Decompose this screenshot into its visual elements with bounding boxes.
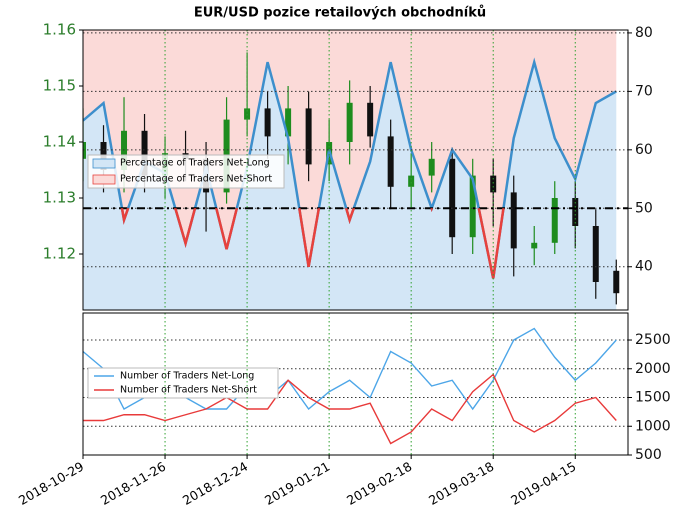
candle-body: [121, 130, 128, 170]
y-tick-label: 1.14: [43, 133, 76, 151]
net-long-area: [83, 62, 617, 310]
y-tick-label: 2500: [635, 332, 671, 348]
legend: [87, 367, 279, 399]
x-tick-label: 2019-02-18: [344, 459, 414, 508]
y2-tick-label: 80: [635, 25, 653, 41]
x-tick-label: 2019-03-18: [426, 459, 496, 508]
net-short-line: [120, 208, 505, 279]
candle-body: [531, 242, 538, 249]
y-tick-label: 500: [635, 447, 662, 463]
x-tick-label: 2018-12-24: [180, 459, 250, 508]
legend-label: Number of Traders Net-Long: [120, 371, 254, 382]
plot-frame: [82, 29, 629, 311]
legend-swatch: [92, 174, 116, 185]
candle-body: [490, 175, 497, 193]
candle-body: [551, 198, 558, 243]
y2-tick-label: 40: [635, 259, 653, 275]
chart-title: EUR/USD pozice retailových obchodníků: [194, 6, 486, 21]
x-tick-label: 2018-11-26: [98, 459, 168, 508]
candle-body: [264, 108, 271, 137]
candle-body: [367, 102, 374, 137]
y-tick-label: 1.13: [43, 189, 76, 207]
candle-body: [346, 102, 353, 142]
x-tick-label: 2019-01-21: [262, 459, 332, 508]
y-tick-label: 1.16: [43, 21, 76, 39]
candle-body: [510, 192, 517, 249]
y-tick-label: 1000: [635, 418, 671, 434]
y-tick-label: 2000: [635, 361, 671, 377]
candle-body: [408, 175, 415, 187]
candle-body: [428, 158, 435, 176]
candle-body: [592, 226, 599, 282]
x-tick-label: 2018-10-29: [16, 459, 86, 508]
legend-label: Percentage of Traders Net-Long: [120, 158, 270, 169]
candle-body: [285, 108, 292, 137]
candle-body: [469, 175, 476, 238]
y2-tick-label: 50: [635, 200, 653, 216]
x-tick-label: 2019-04-15: [508, 459, 578, 508]
candle-body: [305, 108, 312, 165]
candle-body: [141, 130, 148, 176]
y-tick-label: 1500: [635, 390, 671, 406]
legend-swatch: [92, 158, 116, 169]
legend: [87, 154, 285, 189]
candle-body: [572, 198, 579, 226]
candle-body: [449, 158, 456, 238]
legend-label: Number of Traders Net-Short: [120, 385, 257, 396]
y-tick-label: 1.15: [43, 77, 76, 95]
legend-label: Percentage of Traders Net-Short: [120, 174, 272, 185]
plot-frame: [82, 312, 629, 456]
candle-body: [613, 270, 620, 294]
series-line: [83, 373, 617, 445]
y2-tick-label: 70: [635, 83, 653, 99]
candle-body: [387, 136, 394, 187]
candle-body: [83, 142, 86, 159]
y2-tick-label: 60: [635, 142, 653, 158]
y-tick-label: 1.12: [43, 245, 76, 263]
